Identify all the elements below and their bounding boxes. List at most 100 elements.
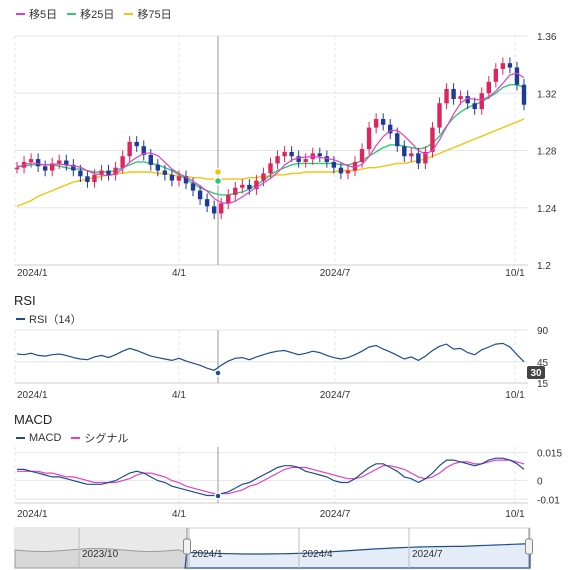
legend-macd: MACD — [16, 432, 61, 444]
candle-body — [373, 119, 379, 128]
candle-body — [479, 93, 484, 109]
price-y-tick: 1.2 — [537, 261, 551, 272]
legend-label: 移5日 — [29, 9, 58, 21]
candle-body — [500, 63, 506, 69]
macd-x-tick: 4/1 — [172, 509, 186, 520]
candle-body — [465, 96, 470, 104]
navigator-handle-left[interactable] — [183, 528, 191, 568]
price-y-tick: 1.24 — [537, 204, 557, 215]
price-x-tick: 2024/1 — [17, 268, 48, 279]
navigator-x-tick: 2023/10 — [82, 549, 119, 560]
candle-body — [226, 194, 231, 204]
macd-x-tick: 2024/1 — [17, 509, 48, 520]
candle-body — [395, 133, 400, 147]
candle-body — [71, 164, 76, 171]
candle-body — [282, 151, 287, 157]
legend-ma25: 移25日 — [67, 6, 114, 22]
candle-body — [247, 184, 252, 190]
ma5-line — [16, 72, 525, 205]
candle-body — [331, 161, 337, 168]
price-y-tick: 1.36 — [537, 32, 557, 43]
crosshair-marker-ma75 — [213, 167, 223, 177]
candle-body — [113, 167, 118, 175]
navigator-handle-right[interactable] — [525, 528, 533, 568]
candle-body — [162, 170, 168, 175]
macd-title: MACD — [14, 412, 53, 427]
candle-body — [50, 163, 55, 171]
macd-line — [17, 457, 525, 497]
candle-body — [380, 119, 386, 125]
price-x-tick: 10/1 — [505, 268, 525, 279]
candle-body — [521, 84, 527, 105]
rsi-y-tick: 90 — [537, 326, 549, 337]
rsi-y-tick: 15 — [537, 379, 549, 390]
candle-body — [42, 166, 48, 171]
candle-body — [169, 174, 175, 181]
candle-body — [388, 124, 393, 134]
rsi-x-tick: 2024/7 — [320, 390, 351, 401]
candle-body — [28, 159, 34, 162]
candle-body — [507, 63, 513, 68]
candle-body — [197, 190, 203, 200]
candle-body — [345, 170, 351, 174]
candle-body — [423, 151, 428, 164]
candle-body — [240, 184, 245, 188]
rsi-x-tick: 2024/1 — [17, 390, 48, 401]
rsi-current-value: 30 — [530, 368, 542, 379]
candle-body — [472, 103, 477, 109]
candle-body — [366, 127, 372, 150]
price-legend: 移5日 移25日 移75日 — [16, 6, 182, 22]
price-y-tick: 1.28 — [537, 147, 557, 158]
candle-body — [458, 96, 463, 99]
macd-crosshair-marker — [214, 492, 222, 500]
candle-body — [204, 199, 210, 207]
candle-body — [430, 127, 435, 152]
rsi-line — [16, 342, 525, 371]
candle-body — [289, 151, 294, 157]
candle-body — [134, 141, 139, 147]
handle-grip — [525, 538, 533, 555]
price-x-tick: 4/1 — [172, 268, 186, 279]
candle-body — [451, 88, 456, 99]
legend-signal: シグナル — [71, 430, 128, 446]
candle-body — [120, 156, 125, 168]
macd-x-tick: 10/1 — [505, 509, 525, 520]
navigator-x-tick: 2024/7 — [412, 549, 443, 560]
legend-rsi: RSI（14） — [16, 311, 82, 327]
macd-y-tick: -0.01 — [537, 495, 560, 506]
macd-legend: MACD シグナル — [16, 430, 138, 446]
rsi-x-tick: 4/1 — [172, 390, 186, 401]
candle-body — [106, 170, 111, 175]
candle-body — [352, 161, 358, 171]
candle-body — [57, 160, 62, 164]
candle-body — [92, 174, 97, 182]
rsi-y-tick: 45 — [537, 358, 549, 369]
candle-body — [141, 146, 146, 155]
navigator-x-tick: 2024/1 — [192, 549, 223, 560]
rsi-x-tick: 10/1 — [505, 390, 525, 401]
handle-grip — [183, 538, 191, 555]
candle-body — [493, 68, 499, 82]
candle-body — [148, 154, 153, 165]
candle-body — [190, 183, 196, 191]
price-y-tick: 1.32 — [537, 89, 557, 100]
candle-body — [35, 159, 41, 167]
legend-label: 移75日 — [137, 9, 172, 21]
candle-body — [64, 160, 69, 165]
navigator-x-tick: 2024/4 — [302, 549, 333, 560]
candle-body — [409, 153, 414, 157]
candle-body — [127, 141, 132, 157]
candle-body — [183, 176, 189, 184]
candle-body — [233, 187, 238, 195]
candle-body — [296, 156, 301, 162]
candle-body — [254, 180, 259, 190]
rsi-title: RSI — [14, 293, 36, 308]
candle-body — [211, 206, 217, 214]
navigator-area-in — [184, 542, 531, 569]
legend-label: シグナル — [84, 433, 129, 445]
candle-body — [303, 159, 308, 162]
rsi-current-badge — [527, 366, 545, 379]
candle-body — [99, 170, 104, 175]
rsi-crosshair-marker — [214, 369, 222, 377]
